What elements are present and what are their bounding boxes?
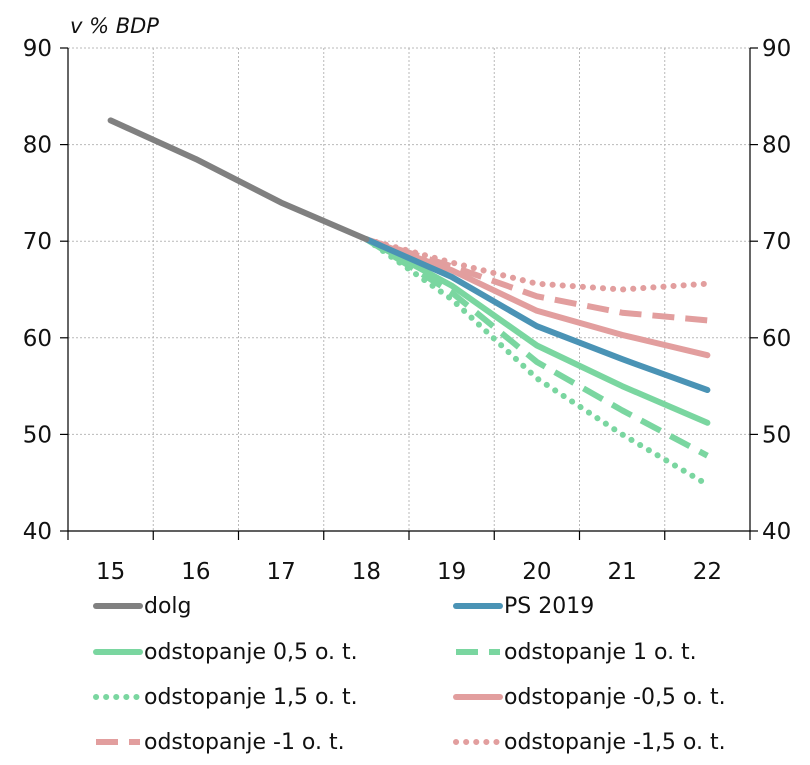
unit-label: v % BDP xyxy=(70,14,159,38)
legend-label: odstopanje 1 o. t. xyxy=(504,640,697,665)
y-tick-label-right: 80 xyxy=(762,133,791,159)
series-line-ps-2019 xyxy=(363,236,711,393)
legend-item-ps-2019: PS 2019 xyxy=(453,594,594,619)
x-tick-label: 16 xyxy=(181,559,210,585)
legend-label: odstopanje 1,5 o. t. xyxy=(144,685,358,710)
legend-item-odstopanje-1-5-o-t: odstopanje 1,5 o. t. xyxy=(93,685,358,710)
y-tick-label-left: 90 xyxy=(23,36,52,62)
legend-label: PS 2019 xyxy=(504,594,594,619)
legend: dolg PS 2019 odstopanje 0,5 o. t. odstopanj… xyxy=(93,594,726,755)
x-tick-label: 19 xyxy=(437,559,466,585)
legend-item-odstopanje-1-5-o-t: odstopanje -1,5 o. t. xyxy=(453,730,726,755)
series-line-odstopanje-0-5-o-t xyxy=(363,236,711,426)
legend-label: odstopanje -1 o. t. xyxy=(144,730,345,755)
y-tick-label-left: 40 xyxy=(23,519,52,545)
x-tick-label: 15 xyxy=(96,559,125,585)
grid xyxy=(68,47,750,531)
y-tick-label-left: 80 xyxy=(23,133,52,159)
y-tick-label-left: 70 xyxy=(23,229,52,255)
y-tick-label-right: 70 xyxy=(762,229,791,255)
series-line-odstopanje-0-5-o-t xyxy=(363,236,711,359)
x-tick-label: 18 xyxy=(352,559,381,585)
x-tick-label: 22 xyxy=(693,559,722,585)
y-tick-label-right: 40 xyxy=(762,519,791,545)
y-tick-label-right: 90 xyxy=(762,36,791,62)
legend-item-odstopanje-0-5-o-t: odstopanje 0,5 o. t. xyxy=(93,640,358,665)
legend-label: odstopanje 0,5 o. t. xyxy=(144,640,358,665)
y-tick-label-right: 60 xyxy=(762,326,791,352)
x-tick-label: 20 xyxy=(522,559,551,585)
tick-labels: 40 40 50 50 60 60 70 70 80 80 90 90 15 16 17 18 19 20 21 22 xyxy=(23,36,792,585)
series-line-dolg xyxy=(107,117,370,243)
y-tick-label-left: 60 xyxy=(23,326,52,352)
x-tick-label: 21 xyxy=(607,559,636,585)
series-line-odstopanje-1-o-t xyxy=(364,236,709,459)
y-tick-label-left: 50 xyxy=(23,422,52,448)
series-line-odstopanje-1-o-t xyxy=(365,236,708,324)
series-line-odstopanje-1-5-o-t xyxy=(363,236,711,293)
axes xyxy=(60,47,758,540)
legend-label: dolg xyxy=(144,594,192,619)
legend-item-dolg: dolg xyxy=(93,594,192,619)
series-line-odstopanje-1-5-o-t xyxy=(363,236,711,488)
x-tick-label: 17 xyxy=(266,559,295,585)
y-tick-label-right: 50 xyxy=(762,422,791,448)
legend-item-odstopanje-0-5-o-t: odstopanje -0,5 o. t. xyxy=(453,685,726,710)
legend-item-odstopanje-1-o-t: odstopanje -1 o. t. xyxy=(96,730,345,755)
legend-item-odstopanje-1-o-t: odstopanje 1 o. t. xyxy=(456,640,697,665)
legend-label: odstopanje -0,5 o. t. xyxy=(504,685,726,710)
series-layer xyxy=(107,117,711,488)
legend-label: odstopanje -1,5 o. t. xyxy=(504,730,726,755)
